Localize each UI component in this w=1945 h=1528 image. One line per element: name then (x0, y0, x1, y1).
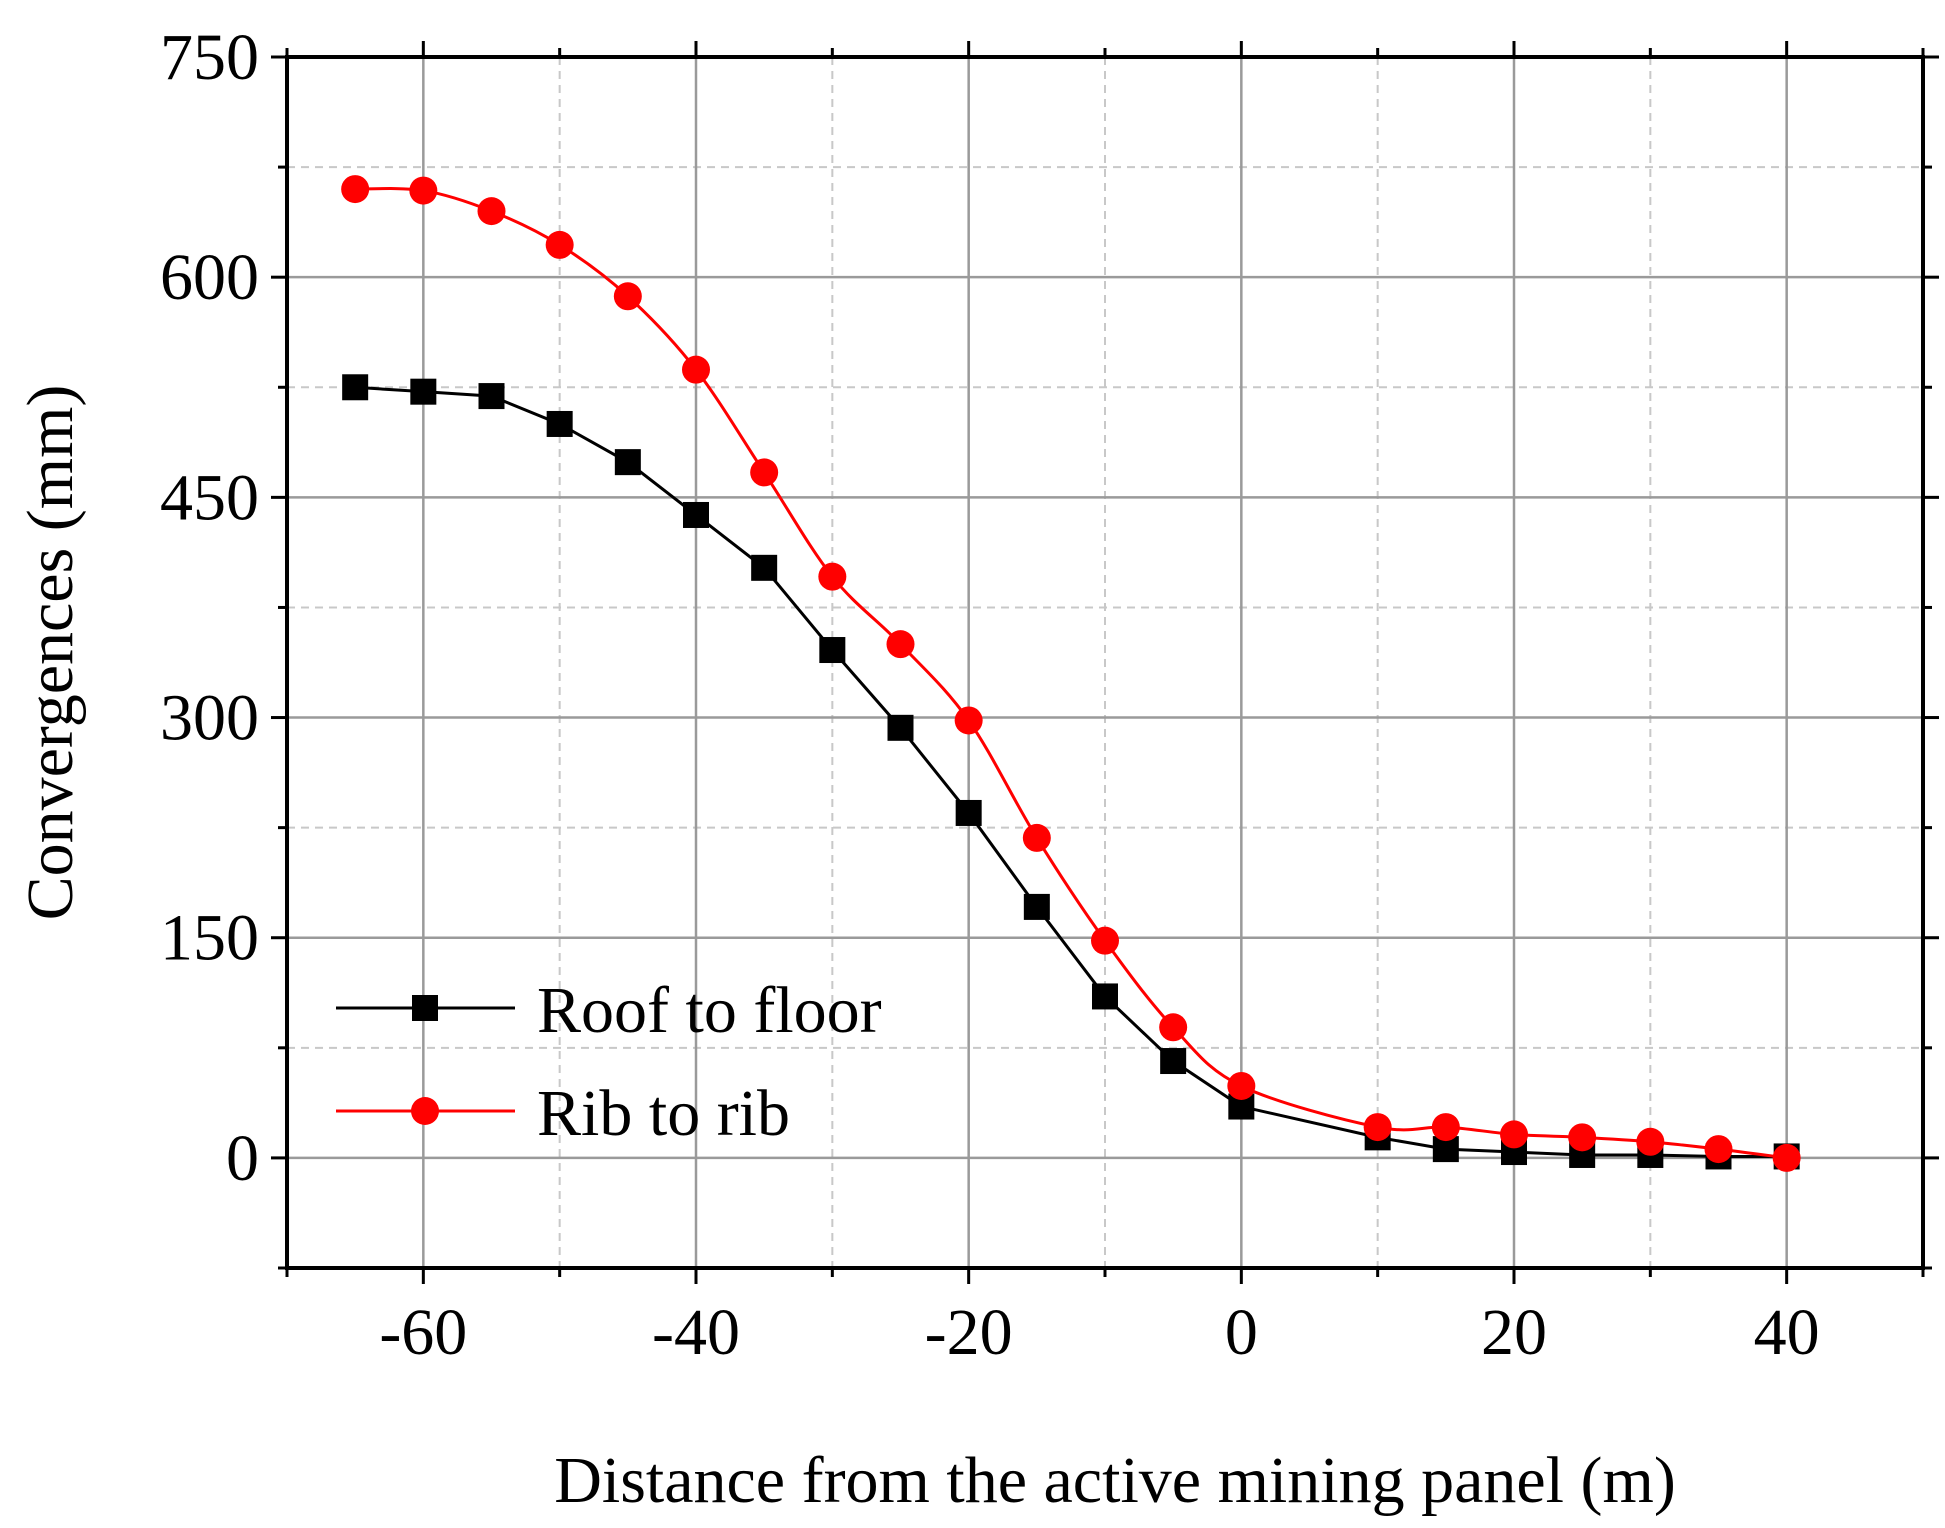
data-point-roof-to-floor (410, 378, 437, 405)
data-point-roof-to-floor (955, 799, 982, 826)
x-tick-labels: -60 -40 -20 0 20 40 (379, 1296, 1819, 1369)
x-tick-label: 0 (1225, 1296, 1258, 1369)
series-line-rib-to-rib (355, 187, 1787, 1160)
data-point-rib-to-rib (1091, 926, 1119, 955)
y-tick-label: 0 (226, 1122, 259, 1195)
minor-gridlines (286, 57, 1924, 1269)
data-point-roof-to-floor (1092, 983, 1118, 1010)
data-point-rib-to-rib (1636, 1127, 1665, 1156)
x-tick-label: -60 (379, 1296, 467, 1369)
legend-label-rib-to-rib: Rib to rib (537, 1077, 790, 1150)
data-point-rib-to-rib (886, 630, 915, 659)
legend-label-roof-to-floor: Roof to floor (537, 974, 882, 1047)
data-point-rib-to-rib (1772, 1143, 1801, 1172)
data-point-rib-to-rib (750, 458, 779, 487)
data-point-rib-to-rib (341, 175, 370, 204)
data-point-rib-to-rib (1159, 1013, 1188, 1042)
data-point-rib-to-rib (477, 197, 506, 226)
x-axis-title: Distance from the active mining panel (m… (554, 1444, 1676, 1517)
data-point-roof-to-floor (1023, 893, 1050, 920)
data-point-roof-to-floor (887, 714, 914, 741)
data-point-rib-to-rib (954, 706, 983, 735)
y-tick-labels: 0 150 300 450 600 750 (160, 21, 259, 1195)
data-point-roof-to-floor (478, 383, 505, 410)
data-point-rib-to-rib (1022, 823, 1051, 852)
data-point-rib-to-rib (1704, 1135, 1733, 1164)
data-point-roof-to-floor (683, 501, 709, 528)
series-layer (341, 175, 1801, 1172)
data-point-roof-to-floor (819, 637, 846, 664)
y-tick-label: 300 (160, 682, 259, 755)
legend-marker-rib-to-rib (411, 1097, 439, 1125)
data-point-rib-to-rib (818, 562, 847, 591)
y-tick-label: 450 (160, 461, 259, 534)
data-point-rib-to-rib (682, 355, 710, 384)
data-point-roof-to-floor (546, 410, 573, 437)
legend: Roof to floor Rib to rib (336, 974, 882, 1150)
data-point-rib-to-rib (545, 230, 574, 259)
x-tick-label: 20 (1481, 1296, 1547, 1369)
y-tick-label: 750 (160, 21, 259, 94)
data-point-rib-to-rib (1568, 1123, 1597, 1152)
data-point-rib-to-rib (409, 176, 438, 205)
x-tick-label: -40 (652, 1296, 740, 1369)
legend-marker-roof-to-floor (412, 995, 438, 1021)
data-point-rib-to-rib (1431, 1113, 1460, 1142)
y-axis-title: Convergences (mm) (14, 385, 87, 921)
data-point-roof-to-floor (342, 374, 369, 401)
data-point-roof-to-floor (751, 554, 778, 581)
data-point-rib-to-rib (1363, 1113, 1392, 1142)
data-point-roof-to-floor (1160, 1048, 1187, 1075)
data-point-rib-to-rib (1500, 1120, 1528, 1149)
axis-ticks (271, 41, 1939, 1284)
x-tick-label: -20 (925, 1296, 1013, 1369)
data-point-rib-to-rib (1227, 1071, 1256, 1100)
y-tick-label: 150 (160, 902, 259, 975)
y-tick-label: 600 (160, 241, 259, 314)
data-point-rib-to-rib (613, 282, 642, 311)
x-tick-label: 40 (1754, 1296, 1820, 1369)
data-point-roof-to-floor (614, 449, 641, 476)
